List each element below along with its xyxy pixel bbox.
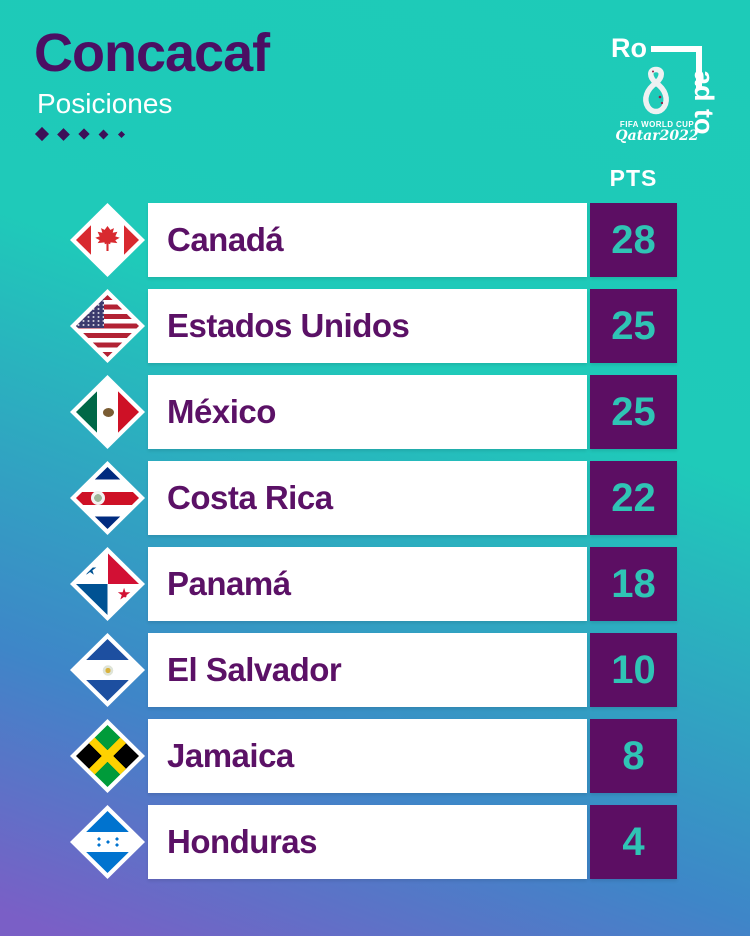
table-row: Honduras 4 [70,805,677,879]
points-badge: 28 [590,203,677,277]
diamond-bullet [98,129,109,139]
qatar-2022-wordmark: Qatar2022 [615,128,699,144]
flag-icon [70,633,145,707]
team-name: El Salvador [167,651,342,688]
team-bar: Honduras [148,805,587,879]
points-badge: 18 [590,547,677,621]
fifa-world-cup-label: FIFA WORLD CUP [619,120,695,129]
team-name: México [167,393,276,430]
table-row: Estados Unidos 25 [70,289,677,363]
table-row: Canadá 28 [70,203,677,277]
diamond-bullet [34,126,50,142]
points-badge: 25 [590,289,677,363]
diamond-bullet [57,127,70,141]
team-bar: Jamaica [148,719,587,793]
flag-icon [70,547,145,621]
page-title: Concacaf [34,23,270,83]
team-name: Honduras [167,823,318,860]
table-row: Panamá 18 [70,547,677,621]
page-subtitle: Posiciones [37,88,173,119]
points-badge: 10 [590,633,677,707]
team-bar: Canadá [148,203,587,277]
flag-icon [70,461,145,535]
table-row: México 25 [70,375,677,449]
flag-icon [70,289,145,363]
points-badge: 25 [590,375,677,449]
points-badge: 22 [590,461,677,535]
diamond-bullet [117,130,126,138]
flag-icon [70,719,145,793]
pts-column-header: PTS [609,165,658,191]
diamond-bullets [34,126,126,142]
team-name: Jamaica [167,737,294,774]
world-cup-emblem-icon [643,66,669,115]
standings-table: Canadá 28 Estados Unidos 25 México 25 Co… [70,203,677,891]
team-bar: Costa Rica [148,461,587,535]
flag-icon [70,805,145,879]
road-to-text-horizontal: Ro [611,33,647,63]
team-bar: Estados Unidos [148,289,587,363]
logo-line-vertical [696,46,702,90]
team-name: Estados Unidos [167,307,410,344]
team-name: Canadá [167,221,284,258]
table-row: Costa Rica 22 [70,461,677,535]
team-name: Costa Rica [167,479,333,516]
team-bar: Panamá [148,547,587,621]
points-badge: 4 [590,805,677,879]
team-bar: El Salvador [148,633,587,707]
team-name: Panamá [167,565,291,602]
points-badge: 8 [590,719,677,793]
flag-icon [70,375,145,449]
flag-icon [70,203,145,277]
table-row: El Salvador 10 [70,633,677,707]
logo-line-horizontal [651,46,702,52]
diamond-bullet [78,128,90,140]
team-bar: México [148,375,587,449]
table-row: Jamaica 8 [70,719,677,793]
